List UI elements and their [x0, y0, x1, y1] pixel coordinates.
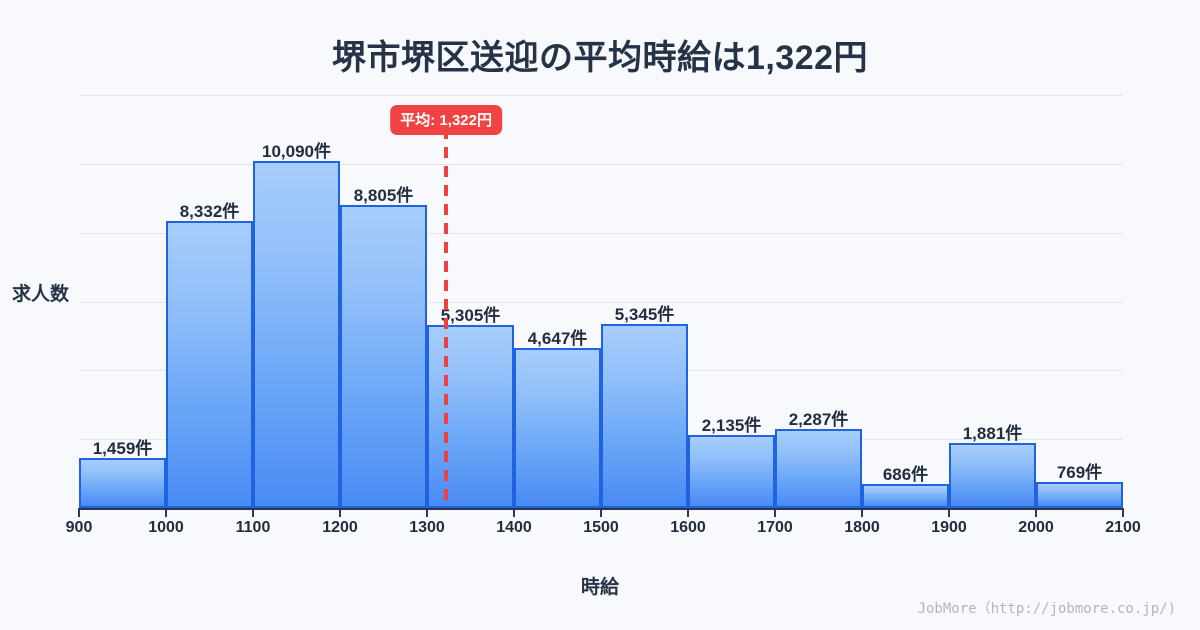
x-axis-tick: [339, 508, 341, 517]
x-axis-tick-label: 1000: [148, 519, 184, 536]
bar-value-label: 4,647件: [527, 329, 588, 349]
x-axis-tick-label: 1900: [931, 519, 967, 536]
x-axis-tick-label: 1400: [496, 519, 532, 536]
x-axis-tick: [165, 508, 167, 517]
bar-value-label: 769件: [1056, 462, 1103, 482]
bar-value-label: 1,881件: [962, 424, 1023, 444]
bar-series: 1,459件 8,332件 10,090件 8,805件 5,305件 4,647件 5,3…: [79, 95, 1123, 508]
bar[interactable]: [949, 443, 1036, 508]
bar[interactable]: [340, 204, 427, 508]
x-axis-tick-label: 1500: [583, 519, 619, 536]
x-axis-tick-label: 1300: [409, 519, 445, 536]
x-axis-tick: [687, 508, 689, 517]
x-axis-tick-label: 900: [65, 519, 93, 536]
x-axis-tick: [1035, 508, 1037, 517]
x-axis-tick: [513, 508, 515, 517]
x-axis-tick: [252, 508, 254, 517]
bar[interactable]: [862, 484, 949, 508]
page-title: 堺市堺区送迎の平均時給は1,322円: [331, 39, 869, 77]
bar-value-label: 1,459件: [92, 438, 153, 458]
x-axis-tick: [1122, 508, 1124, 517]
bar[interactable]: [514, 348, 601, 508]
bar-value-label: 2,135件: [701, 415, 762, 435]
bar[interactable]: [775, 429, 862, 508]
x-axis-tick-label: 2000: [1018, 519, 1054, 536]
x-axis-tick: [861, 508, 863, 517]
bar-value-label: 2,287件: [788, 410, 849, 430]
x-axis-tick-label: 1600: [670, 519, 706, 536]
bar-value-label: 686件: [882, 465, 929, 485]
bar[interactable]: [1036, 481, 1123, 508]
x-axis-tick: [426, 508, 428, 517]
bar-value-label: 5,345件: [614, 305, 675, 325]
bar[interactable]: [688, 434, 775, 508]
x-axis-tick-label: 1700: [757, 519, 793, 536]
bar-value-label: 5,305件: [440, 306, 501, 326]
x-axis-tick: [78, 508, 80, 517]
bar-value-label: 8,805件: [353, 185, 414, 205]
bar-value-label: 8,332件: [179, 202, 240, 222]
average-line: [444, 128, 449, 508]
bar[interactable]: [427, 325, 514, 508]
x-axis-tick: [774, 508, 776, 517]
x-axis-tick-label: 1200: [322, 519, 358, 536]
x-axis-tick: [600, 508, 602, 517]
bar[interactable]: [601, 324, 688, 508]
x-axis-title: 時給: [580, 577, 619, 598]
bar[interactable]: [79, 457, 166, 508]
x-axis-tick-label: 2100: [1105, 519, 1141, 536]
bar[interactable]: [166, 221, 253, 508]
x-axis-tick: [948, 508, 950, 517]
bar[interactable]: [253, 160, 340, 508]
average-badge: 平均: 1,322円: [390, 105, 502, 135]
footer-credit: JobMore（http://jobmore.co.jp/): [917, 601, 1176, 617]
y-axis-title: 求人数: [12, 284, 70, 305]
bar-value-label: 10,090件: [262, 141, 331, 161]
x-axis-tick-label: 1100: [235, 519, 271, 536]
plot-area: 1,459件 8,332件 10,090件 8,805件 5,305件 4,647件 5,3…: [79, 95, 1123, 508]
x-axis-tick-label: 1800: [844, 519, 880, 536]
